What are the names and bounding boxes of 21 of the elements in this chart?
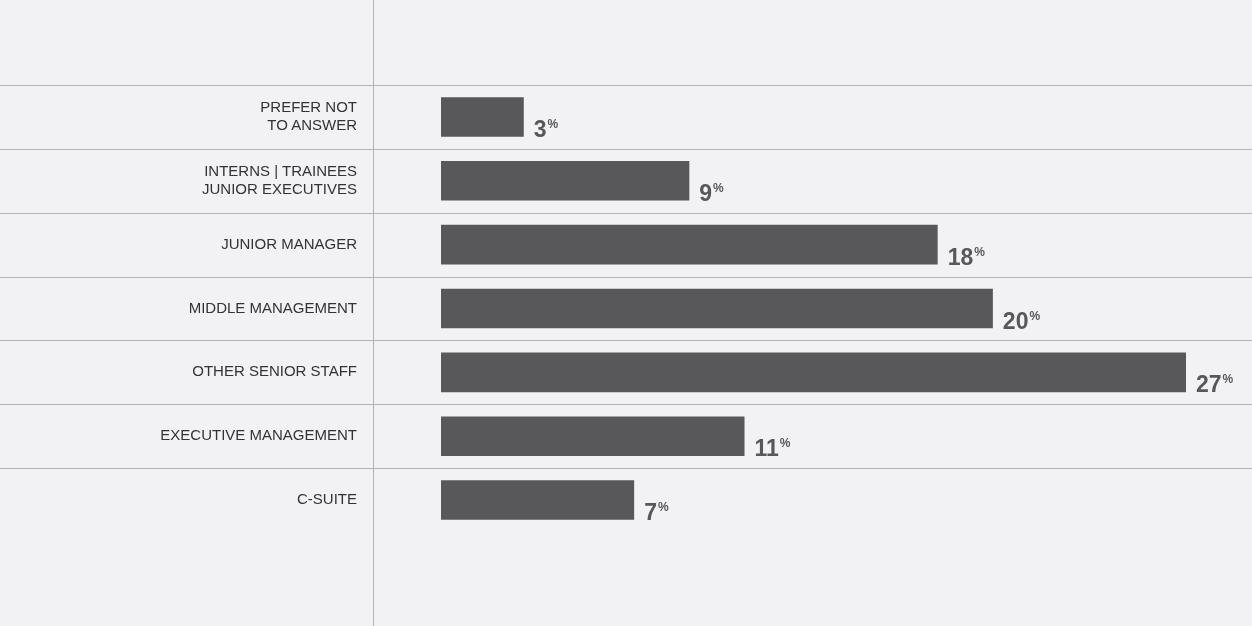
y-tick-label: JUNIOR MANAGER [221, 234, 358, 252]
data-label: 27% [1196, 371, 1234, 398]
data-label: 20% [1002, 307, 1041, 334]
bar [441, 416, 745, 457]
y-tick-label: INTERNS | TRAINEES JUNIOR EXECUTIVES [201, 161, 357, 197]
y-tick-label: C-SUITE [297, 490, 357, 508]
bar [441, 97, 524, 137]
data-label: 11% [754, 435, 791, 462]
bar [441, 224, 938, 265]
y-tick-label: PREFER NOT TO ANSWER [260, 98, 358, 134]
data-label: 3% [533, 115, 559, 142]
bar [441, 480, 635, 520]
bar [441, 288, 993, 329]
bar [441, 352, 1186, 393]
data-label: 18% [947, 243, 986, 270]
y-tick-label: MIDDLE MANAGEMENT [188, 298, 357, 316]
y-tick-label: EXECUTIVE MANAGEMENT [160, 426, 357, 444]
y-tick-label: OTHER SENIOR STAFF [192, 362, 357, 380]
bar [441, 160, 690, 201]
data-label: 9% [699, 179, 725, 206]
data-label: 7% [644, 499, 669, 526]
